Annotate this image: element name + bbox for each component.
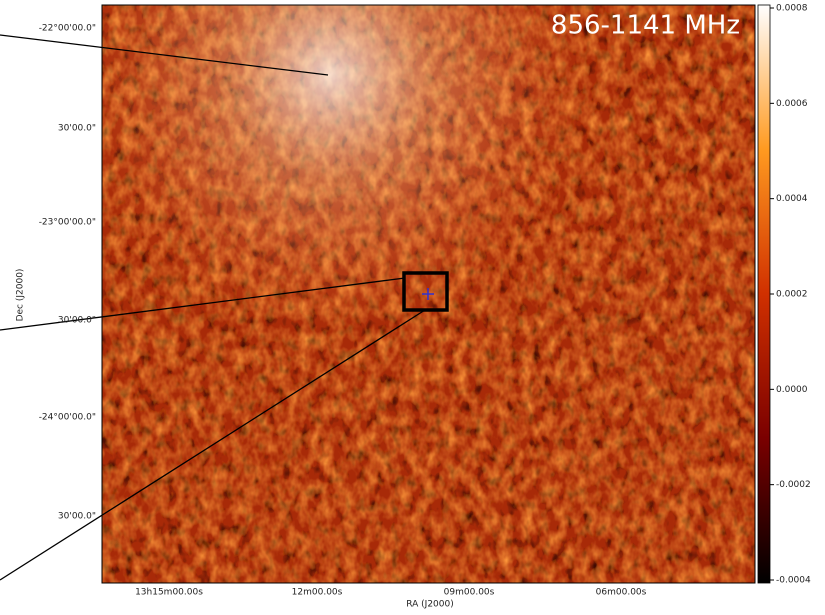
colorbar-tick-label: 0.0008 (776, 4, 808, 14)
colorbar-tick-label: 0.0000 (776, 385, 808, 395)
colorbar-tick-label: -0.0004 (776, 576, 811, 586)
colorbar-tick-label: 0.0004 (776, 194, 808, 204)
y-tick-label: 30'00.0" (58, 316, 96, 326)
colorbar-tick-label: -0.0002 (776, 480, 811, 490)
y-axis: -22°00'00.0" 30'00.0" -23°00'00.0" 30'00… (39, 24, 96, 522)
x-tick-label: 09m00.00s (444, 588, 495, 598)
y-tick-label: -23°00'00.0" (39, 218, 96, 228)
y-tick-label: 30'00.0" (58, 124, 96, 134)
x-tick-label: 06m00.00s (596, 588, 647, 598)
x-axis-label: RA (J2000) (406, 600, 454, 610)
x-axis: 13h15m00.00s 12m00.00s 09m00.00s 06m00.0… (135, 588, 647, 598)
colorbar (758, 5, 770, 583)
colorbar-tick-label: 0.0006 (776, 99, 808, 109)
y-tick-label: -22°00'00.0" (39, 24, 96, 34)
x-tick-label: 13h15m00.00s (135, 588, 203, 598)
y-tick-label: -24°00'00.0" (39, 413, 96, 423)
colorbar-tick-label: 0.0002 (776, 290, 808, 300)
title: 856-1141 MHz (551, 11, 740, 41)
figure: 856-1141 MHz -22°00'00.0" 30'00.0" -23°0… (0, 0, 825, 611)
y-axis-label: Dec (J2000) (16, 269, 26, 322)
x-tick-label: 12m00.00s (292, 588, 343, 598)
y-tick-label: 30'00.0" (58, 512, 96, 522)
